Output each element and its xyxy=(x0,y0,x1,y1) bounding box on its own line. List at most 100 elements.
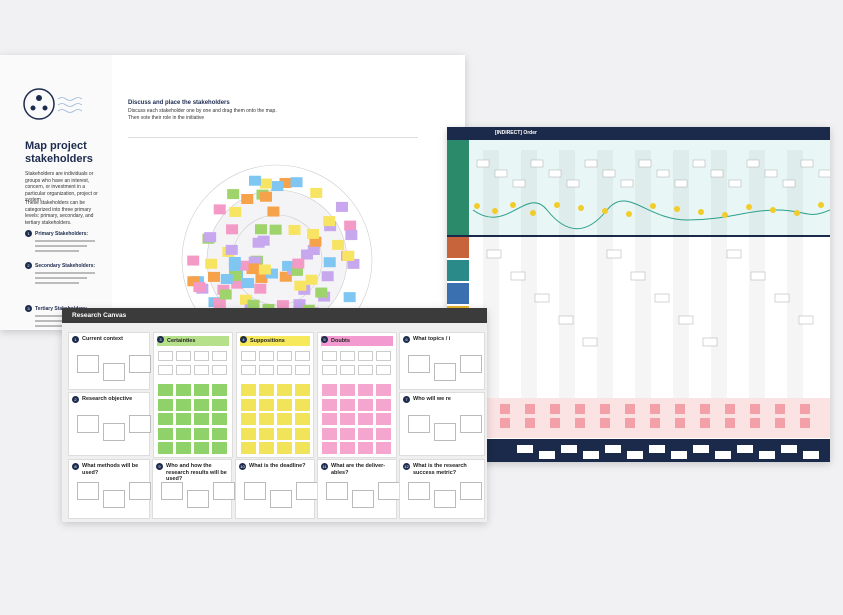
emotion-dot xyxy=(554,202,560,208)
sticky-note xyxy=(376,427,391,440)
sticky-note xyxy=(225,244,238,255)
pain-note xyxy=(525,418,535,428)
sticky-note xyxy=(322,442,337,454)
sticky-note xyxy=(241,413,256,425)
canvas-cell: 2 Research objective xyxy=(68,392,151,456)
sticky-note xyxy=(176,365,191,375)
intro-text: Stakeholders are individuals or groups w… xyxy=(25,171,98,203)
sticky-note xyxy=(277,427,292,440)
card xyxy=(710,169,724,178)
sticky-note xyxy=(296,482,318,500)
cell-label: What are the deliver-ables? xyxy=(331,463,386,476)
pain-note xyxy=(550,404,560,414)
sticky-note xyxy=(295,384,310,396)
sticky-note xyxy=(321,271,334,282)
cell-label: What methods will be used? xyxy=(82,463,139,476)
stakeholder-icon xyxy=(23,88,82,120)
sticky-note xyxy=(295,427,310,440)
cell-header xyxy=(240,336,310,346)
sticky-note xyxy=(295,351,310,361)
card xyxy=(539,451,555,459)
pain-note xyxy=(725,404,735,414)
cell-badge: 7 xyxy=(403,396,410,403)
sticky-note xyxy=(277,442,292,454)
sticky-note xyxy=(129,415,151,433)
sticky-note xyxy=(408,482,430,500)
sticky-note xyxy=(212,413,227,425)
sticky-note xyxy=(242,278,255,289)
card xyxy=(630,271,646,281)
sticky-note xyxy=(376,413,391,425)
cell-label: Who and how the research results will be… xyxy=(166,463,227,482)
lane xyxy=(447,260,469,281)
sticky-note xyxy=(376,351,391,361)
sticky-note xyxy=(279,271,292,282)
lane xyxy=(447,237,469,258)
card xyxy=(620,179,634,188)
sticky-note xyxy=(158,427,173,440)
cell-label: Suppositions xyxy=(250,338,285,344)
sticky-note xyxy=(228,262,241,273)
pain-note xyxy=(775,418,785,428)
sticky-note xyxy=(295,365,310,375)
sticky-note xyxy=(161,482,183,500)
sticky-note xyxy=(323,257,336,268)
section-badge: 1 xyxy=(25,230,32,237)
sticky-note xyxy=(310,187,323,198)
sticky-note xyxy=(260,178,273,189)
sticky-note xyxy=(227,189,240,200)
emotion-dot xyxy=(698,209,704,215)
sticky-note xyxy=(340,427,355,440)
sticky-note xyxy=(290,265,303,276)
canvas-cell: 6 What topics / i xyxy=(399,332,485,390)
sticky-note xyxy=(326,482,348,500)
canvas-cell: 5 Doubts xyxy=(317,332,397,458)
card xyxy=(728,179,742,188)
sticky-note xyxy=(194,398,209,411)
card xyxy=(649,445,665,453)
card xyxy=(726,249,742,259)
pain-note xyxy=(625,418,635,428)
sticky-note xyxy=(292,258,305,269)
emotion-dot xyxy=(674,206,680,212)
sticky-note xyxy=(248,256,261,267)
sticky-note xyxy=(158,365,173,375)
sticky-note xyxy=(460,482,482,500)
card xyxy=(746,159,760,168)
sticky-note xyxy=(332,239,345,250)
canvas-cell: 7 Who will we re xyxy=(399,392,485,456)
pain-note xyxy=(600,418,610,428)
sticky-note xyxy=(434,363,456,381)
sticky-note xyxy=(322,413,337,425)
sticky-note xyxy=(307,245,320,256)
card xyxy=(692,159,706,168)
sticky-note xyxy=(226,224,239,235)
sticky-note xyxy=(340,365,355,375)
card xyxy=(798,315,814,325)
sticky-note xyxy=(241,365,256,375)
sticky-note xyxy=(212,351,227,361)
sticky-note xyxy=(229,270,242,281)
sticky-note xyxy=(340,351,355,361)
board-header: [INDIRECT] Order xyxy=(447,127,830,140)
emotion-dot xyxy=(722,212,728,218)
card xyxy=(782,179,796,188)
emotion-dot xyxy=(818,202,824,208)
pain-note xyxy=(750,418,760,428)
sticky-note xyxy=(376,398,391,411)
card xyxy=(750,271,766,281)
pain-note xyxy=(550,418,560,428)
sticky-note xyxy=(212,398,227,411)
pain-note xyxy=(650,418,660,428)
text-line xyxy=(35,272,95,274)
sticky-note xyxy=(241,442,256,454)
sticky-note xyxy=(103,423,125,441)
step-title: Discuss and place the stakeholders xyxy=(128,100,230,106)
sticky-note xyxy=(340,384,355,396)
card xyxy=(582,337,598,347)
sticky-note xyxy=(322,351,337,361)
pain-note xyxy=(625,404,635,414)
sticky-note xyxy=(77,482,99,500)
emotion-dot xyxy=(770,207,776,213)
